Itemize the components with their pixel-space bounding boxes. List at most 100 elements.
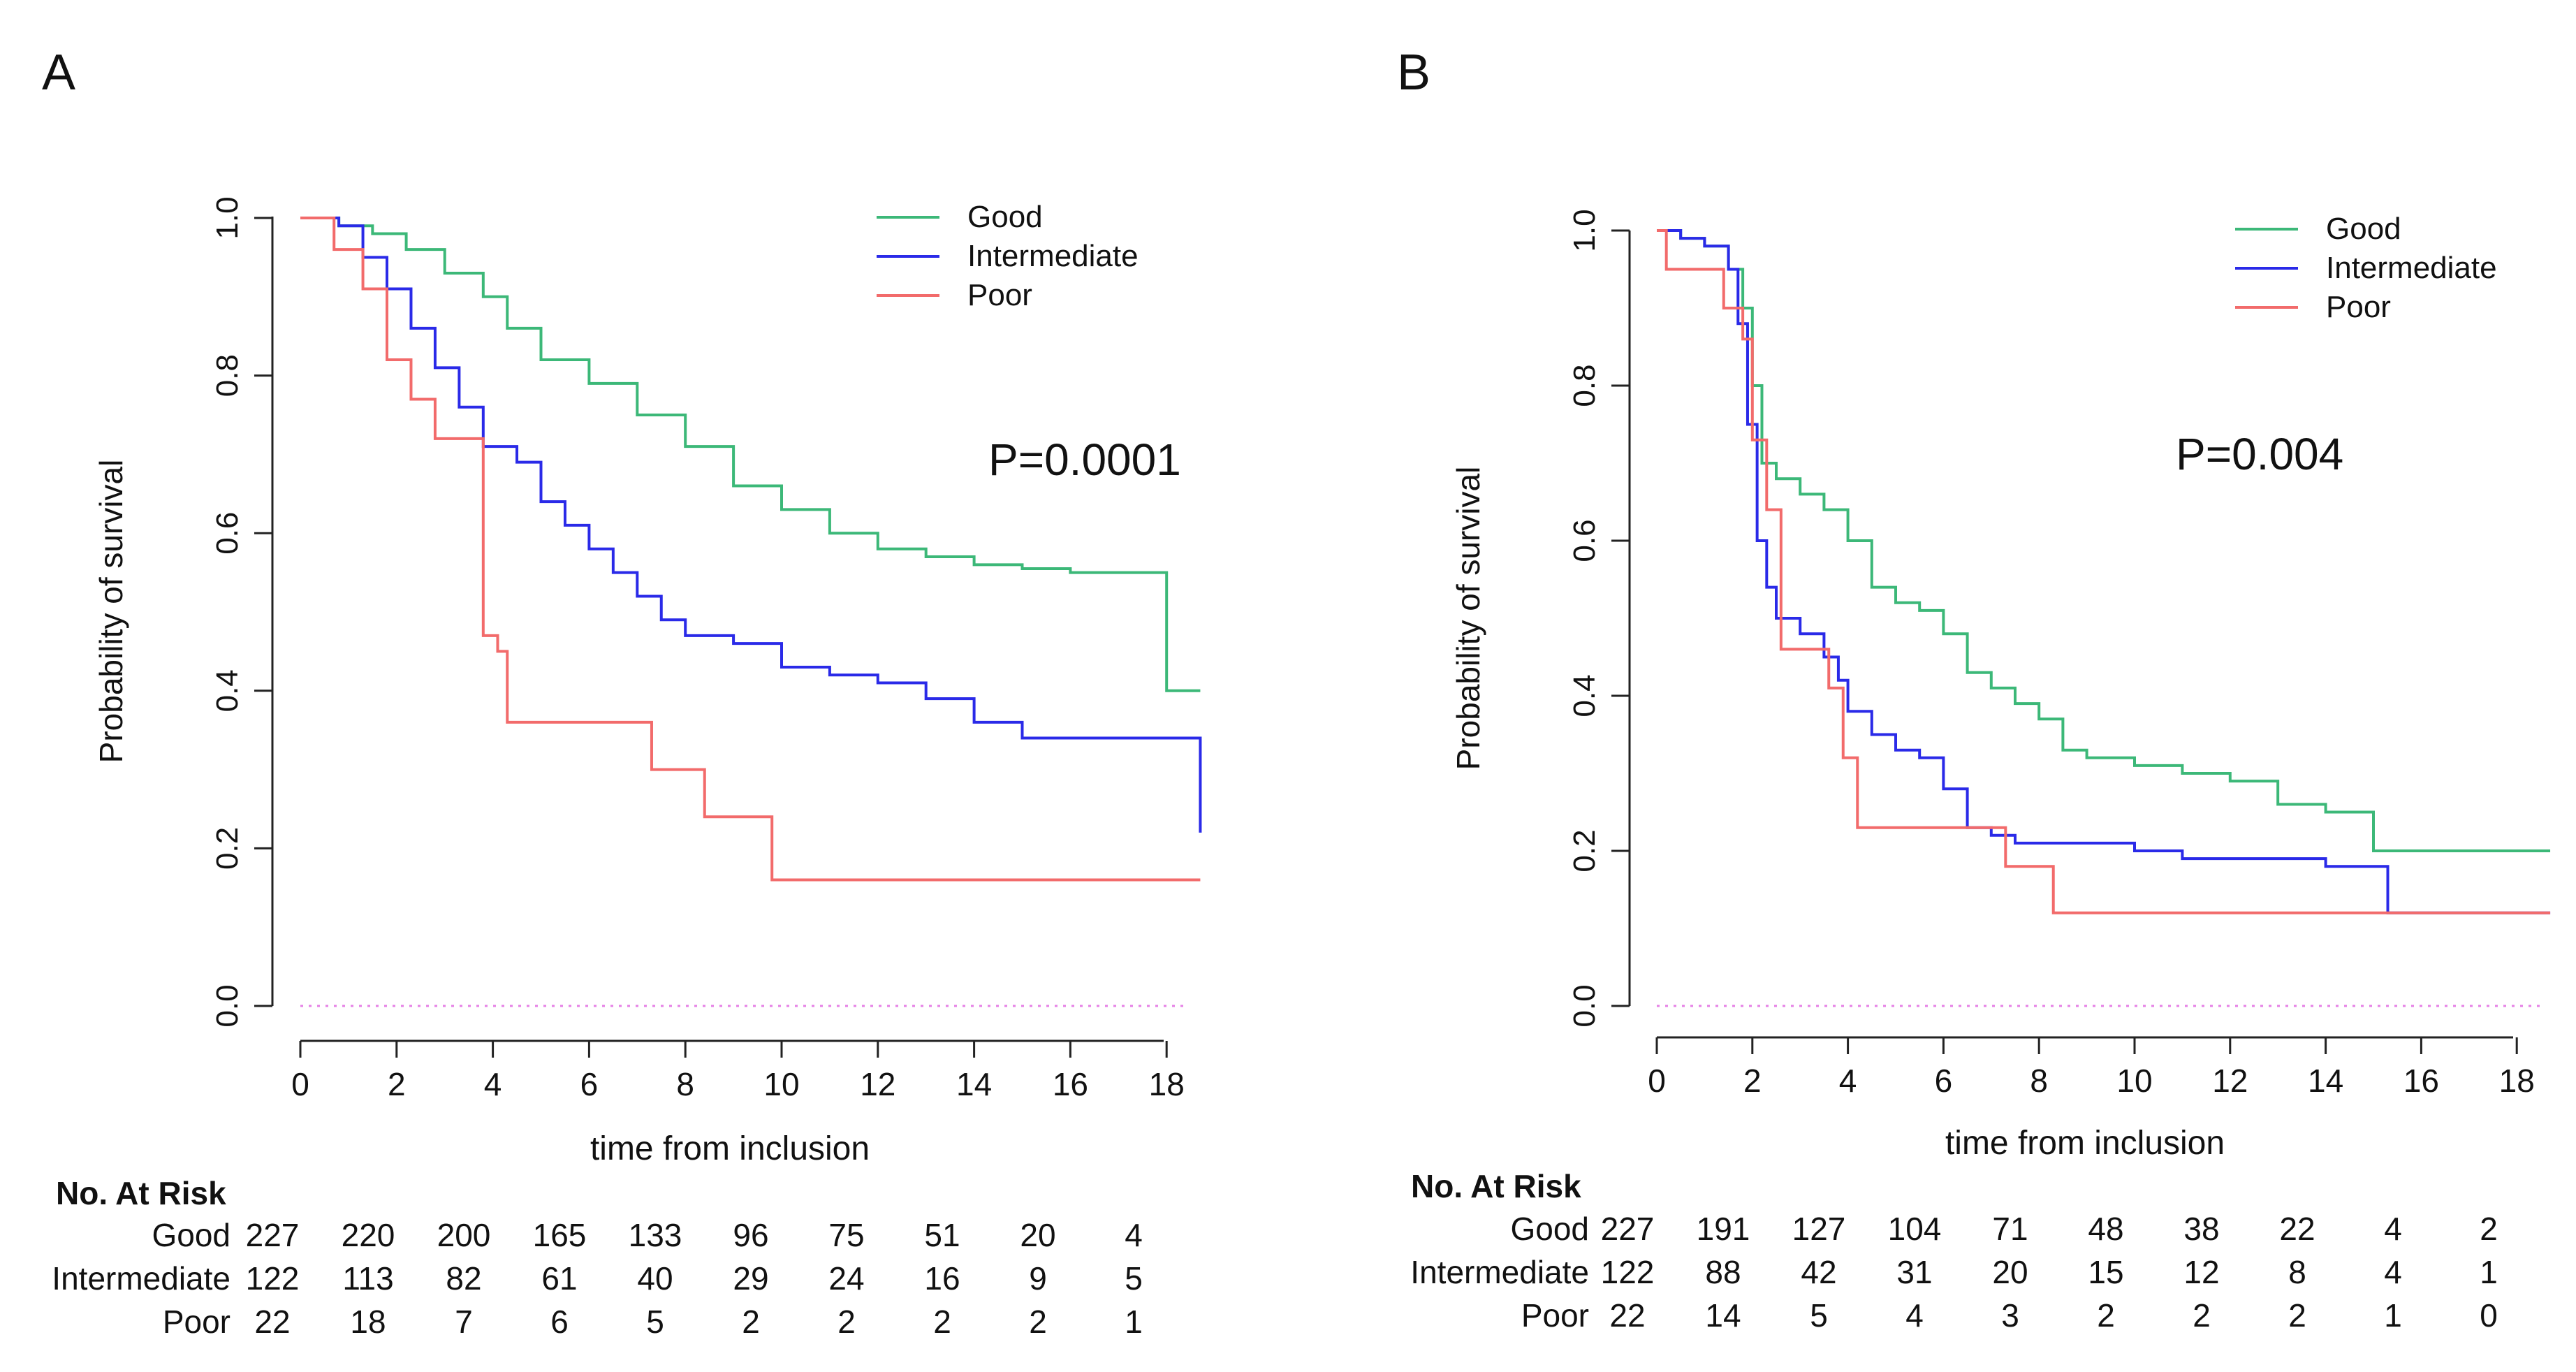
risk-cell: 4 <box>1905 1297 1924 1334</box>
risk-cell: 5 <box>1810 1297 1828 1334</box>
risk-cell: 24 <box>828 1260 864 1297</box>
risk-cell: 0 <box>2480 1297 2498 1334</box>
risk-table-title: No. At Risk <box>1411 1168 1581 1204</box>
risk-row-label: Good <box>1510 1211 1589 1247</box>
risk-cell: 4 <box>2384 1211 2402 1247</box>
risk-cell: 29 <box>733 1260 768 1297</box>
y-tick-label: 0.8 <box>1567 364 1602 407</box>
x-axis: 0 2 4 6 8 10 12 14 16 18 <box>291 1039 1185 1102</box>
panel-b: B 0.0 0.2 0.4 0.6 0.8 1.0 Probability of surv… <box>1397 45 2551 1334</box>
series-line-good <box>1657 229 2551 852</box>
risk-cell: 5 <box>646 1304 664 1340</box>
legend-entry: Intermediate <box>967 239 1139 273</box>
risk-cell: 2 <box>837 1304 856 1340</box>
x-tick-label: 8 <box>2030 1063 2048 1099</box>
legend: Good Intermediate Poor <box>877 200 1139 312</box>
legend-entry: Poor <box>2326 290 2391 324</box>
risk-cell: 2 <box>2288 1297 2306 1334</box>
legend-entry: Intermediate <box>2326 251 2497 285</box>
y-axis-label: Probability of survival <box>1450 467 1486 771</box>
y-tick-label: 0.0 <box>210 984 244 1027</box>
risk-row-label: Intermediate <box>1410 1254 1589 1290</box>
risk-cell: 227 <box>1601 1211 1655 1247</box>
risk-cell: 12 <box>2183 1254 2219 1290</box>
risk-cell: 22 <box>2279 1211 2315 1247</box>
risk-cell: 227 <box>246 1217 300 1253</box>
x-tick-label: 6 <box>1935 1063 1953 1099</box>
risk-cell: 61 <box>541 1260 577 1297</box>
series-line-poor <box>300 217 1201 882</box>
risk-table-title: No. At Risk <box>56 1175 226 1211</box>
y-tick-label: 0.4 <box>210 669 244 712</box>
risk-cell: 113 <box>342 1260 393 1297</box>
risk-table: No. At Risk Good 227 220 200 165 133 96 75 51 20 4… <box>52 1175 1143 1340</box>
x-tick-label: 0 <box>1648 1063 1666 1099</box>
x-tick-label: 16 <box>1053 1066 1088 1102</box>
risk-cell: 1 <box>2384 1297 2402 1334</box>
y-tick-label: 0.0 <box>1567 984 1602 1027</box>
risk-cell: 96 <box>733 1217 768 1253</box>
x-tick-label: 12 <box>2212 1063 2248 1099</box>
series-line-intermediate <box>1657 229 2551 914</box>
y-tick-label: 0.6 <box>210 512 244 555</box>
legend-entry: Poor <box>967 278 1032 312</box>
legend-entry: Good <box>2326 212 2401 246</box>
risk-cell: 191 <box>1697 1211 1750 1247</box>
risk-cell: 2 <box>742 1304 760 1340</box>
risk-cell: 88 <box>1705 1254 1741 1290</box>
risk-cell: 20 <box>1020 1217 1055 1253</box>
risk-cell: 16 <box>924 1260 960 1297</box>
legend-entry: Good <box>967 200 1043 234</box>
risk-cell: 40 <box>637 1260 673 1297</box>
risk-cell: 133 <box>629 1217 682 1253</box>
y-tick-label: 0.6 <box>1567 519 1602 562</box>
x-axis-label: time from inclusion <box>590 1130 870 1167</box>
x-tick-label: 6 <box>580 1066 599 1102</box>
risk-cell: 42 <box>1801 1254 1836 1290</box>
y-axis-label: Probability of survival <box>93 460 129 764</box>
risk-cell: 122 <box>246 1260 300 1297</box>
risk-row-label: Poor <box>163 1304 230 1340</box>
series-line-good <box>300 217 1201 692</box>
risk-cell: 5 <box>1125 1260 1143 1297</box>
risk-cell: 22 <box>1609 1297 1645 1334</box>
risk-row-label: Good <box>152 1217 230 1253</box>
risk-cell: 82 <box>446 1260 481 1297</box>
risk-row-label: Poor <box>1521 1297 1589 1334</box>
y-tick-label: 0.2 <box>210 827 244 870</box>
risk-cell: 1 <box>2480 1254 2498 1290</box>
p-value: P=0.004 <box>2176 429 2343 479</box>
x-tick-label: 2 <box>388 1066 406 1102</box>
risk-table: No. At Risk Good 227 191 127 104 71 48 38 22 4 2In… <box>1410 1168 2498 1334</box>
x-tick-label: 18 <box>2499 1063 2535 1099</box>
risk-cell: 20 <box>1992 1254 2028 1290</box>
risk-cell: 38 <box>2183 1211 2219 1247</box>
x-tick-label: 10 <box>763 1066 799 1102</box>
panel-letter: B <box>1397 45 1430 101</box>
x-tick-label: 18 <box>1149 1066 1185 1102</box>
risk-cell: 165 <box>533 1217 587 1253</box>
p-value: P=0.0001 <box>988 435 1181 485</box>
panel-letter: A <box>42 45 75 101</box>
x-tick-label: 0 <box>291 1066 309 1102</box>
risk-cell: 9 <box>1029 1260 1047 1297</box>
x-tick-label: 14 <box>956 1066 992 1102</box>
x-tick-label: 16 <box>2403 1063 2439 1099</box>
x-axis: 0 2 4 6 8 10 12 14 16 18 <box>1648 1036 2535 1099</box>
y-tick-label: 1.0 <box>210 196 244 239</box>
x-tick-label: 4 <box>484 1066 502 1102</box>
risk-cell: 75 <box>828 1217 864 1253</box>
y-tick-label: 0.2 <box>1567 829 1602 872</box>
y-axis: 0.0 0.2 0.4 0.6 0.8 1.0 <box>1567 209 1631 1028</box>
risk-cell: 2 <box>2097 1297 2115 1334</box>
risk-cell: 7 <box>455 1304 473 1340</box>
risk-cell: 51 <box>924 1217 960 1253</box>
risk-cell: 200 <box>437 1217 491 1253</box>
x-tick-label: 2 <box>1743 1063 1762 1099</box>
risk-cell: 3 <box>2001 1297 2019 1334</box>
risk-cell: 15 <box>2088 1254 2123 1290</box>
legend: Good Intermediate Poor <box>2235 212 2497 324</box>
x-tick-label: 12 <box>860 1066 895 1102</box>
y-axis: 0.0 0.2 0.4 0.6 0.8 1.0 <box>210 196 274 1028</box>
